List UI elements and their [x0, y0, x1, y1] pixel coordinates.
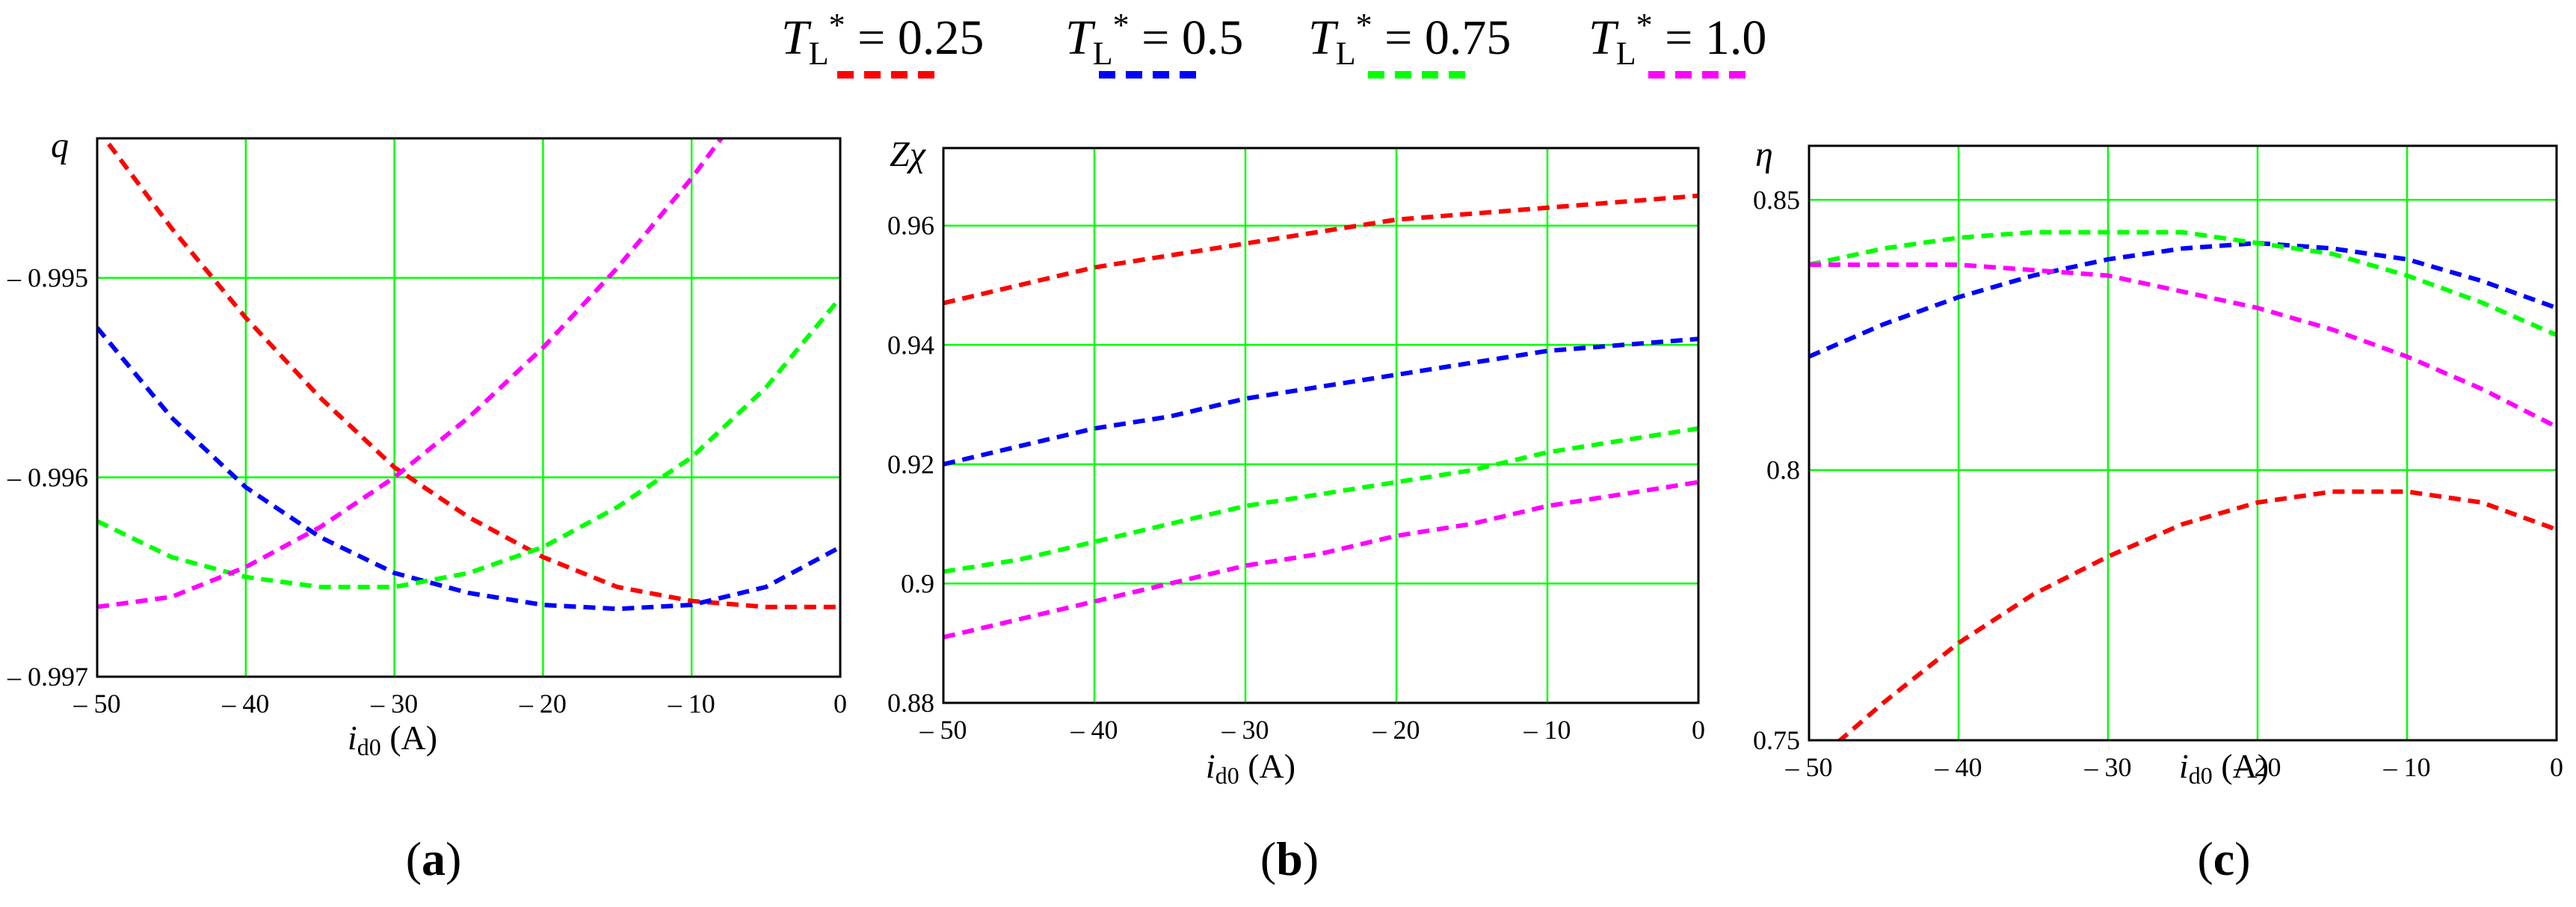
chart-panel-c: η id0 (A) (c) – 50 – 40 – 30 – 20 – 10 0 0.75 0… — [1753, 135, 2563, 885]
y-axis-label: q — [51, 126, 69, 165]
x-tick-label: – 20 — [1372, 715, 1420, 745]
y-tick-label: – 0.996 — [7, 462, 88, 492]
y-axis-label: Zχ — [890, 135, 927, 174]
x-axis-label: id0 (A) — [1206, 747, 1295, 789]
grid — [97, 138, 840, 677]
y-tick-label: 0.94 — [887, 330, 934, 360]
chart-panel-b: Zχ id0 (A) (b) – 50 – 40 – 30 – 20 – 10 0 0.88… — [887, 135, 1705, 885]
panel-label: (c) — [2197, 832, 2250, 885]
series-line — [102, 138, 840, 609]
x-tick-label: – 20 — [2234, 752, 2281, 782]
y-tick-label: 0.8 — [1766, 455, 1800, 485]
panel-label: (b) — [1260, 832, 1319, 885]
series-line — [1809, 262, 2557, 429]
x-tick-label: – 20 — [519, 689, 567, 719]
legend-entry-label: TL* = 1.0 — [1589, 7, 1766, 72]
y-axis-label: η — [1755, 135, 1773, 174]
plot-frame — [942, 147, 1700, 704]
x-tick-label: – 50 — [73, 689, 121, 719]
plot-frame — [96, 137, 842, 678]
y-tick-label: 0.96 — [887, 211, 934, 241]
plot-frame — [1808, 144, 2558, 742]
x-tick-label: – 10 — [1523, 715, 1571, 745]
legend-entry-label: TL* = 0.75 — [1308, 7, 1511, 72]
x-tick-label: – 40 — [1070, 715, 1118, 745]
panel-label: (a) — [406, 832, 462, 885]
x-tick-label: 0 — [1692, 715, 1705, 745]
x-tick-label: – 50 — [1785, 752, 1833, 782]
y-tick-label: 0.75 — [1753, 725, 1800, 755]
legend-entry: TL* = 0.5 — [1065, 7, 1243, 79]
series-line — [943, 479, 1698, 640]
series-group — [97, 138, 840, 612]
series-line — [1837, 489, 2557, 740]
y-tick-label: – 0.997 — [7, 662, 88, 692]
x-tick-label: – 10 — [668, 689, 715, 719]
x-tick-label: – 10 — [2383, 752, 2431, 782]
x-tick-label: – 30 — [2084, 752, 2132, 782]
x-axis-label: id0 (A) — [348, 719, 437, 760]
x-tick-label: – 40 — [1935, 752, 1982, 782]
legend-entry-label: TL* = 0.5 — [1065, 7, 1243, 72]
series-group — [1809, 230, 2557, 740]
legend-entry-label: TL* = 0.25 — [781, 7, 984, 72]
x-tick-label: 0 — [2550, 752, 2563, 782]
x-axis-label: id0 (A) — [2179, 747, 2269, 789]
series-line — [943, 193, 1698, 306]
series-group — [943, 193, 1698, 640]
series-line — [97, 326, 840, 612]
x-tick-label: – 30 — [370, 689, 418, 719]
series-line — [1809, 241, 2557, 359]
y-tick-label: – 0.995 — [7, 263, 88, 293]
series-line — [943, 426, 1698, 574]
series-line — [97, 296, 840, 589]
x-tick-label: – 30 — [1221, 715, 1269, 745]
y-tick-label: 0.92 — [887, 449, 934, 479]
legend-entry: TL* = 0.75 — [1308, 7, 1511, 79]
y-tick-label: 0.88 — [887, 688, 934, 718]
x-tick-label: – 50 — [919, 715, 967, 745]
legend-entry: TL* = 0.25 — [781, 7, 984, 79]
legend: TL* = 0.25 TL* = 0.5 TL* = 0.75 TL* = 1.… — [781, 7, 1766, 79]
series-line — [1809, 230, 2557, 337]
legend-entry: TL* = 1.0 — [1589, 7, 1766, 79]
series-line — [97, 138, 724, 609]
grid — [1809, 146, 2557, 740]
x-tick-label: 0 — [833, 689, 847, 719]
series-line — [943, 336, 1698, 467]
y-tick-label: 0.9 — [901, 568, 934, 598]
chart-panel-a: q id0 (A) (a) – 50 – 40 – 30 – 20 – 10 0 – 0.9… — [7, 126, 847, 885]
y-tick-label: 0.85 — [1753, 185, 1800, 215]
grid — [943, 148, 1698, 703]
x-tick-label: – 40 — [221, 689, 269, 719]
